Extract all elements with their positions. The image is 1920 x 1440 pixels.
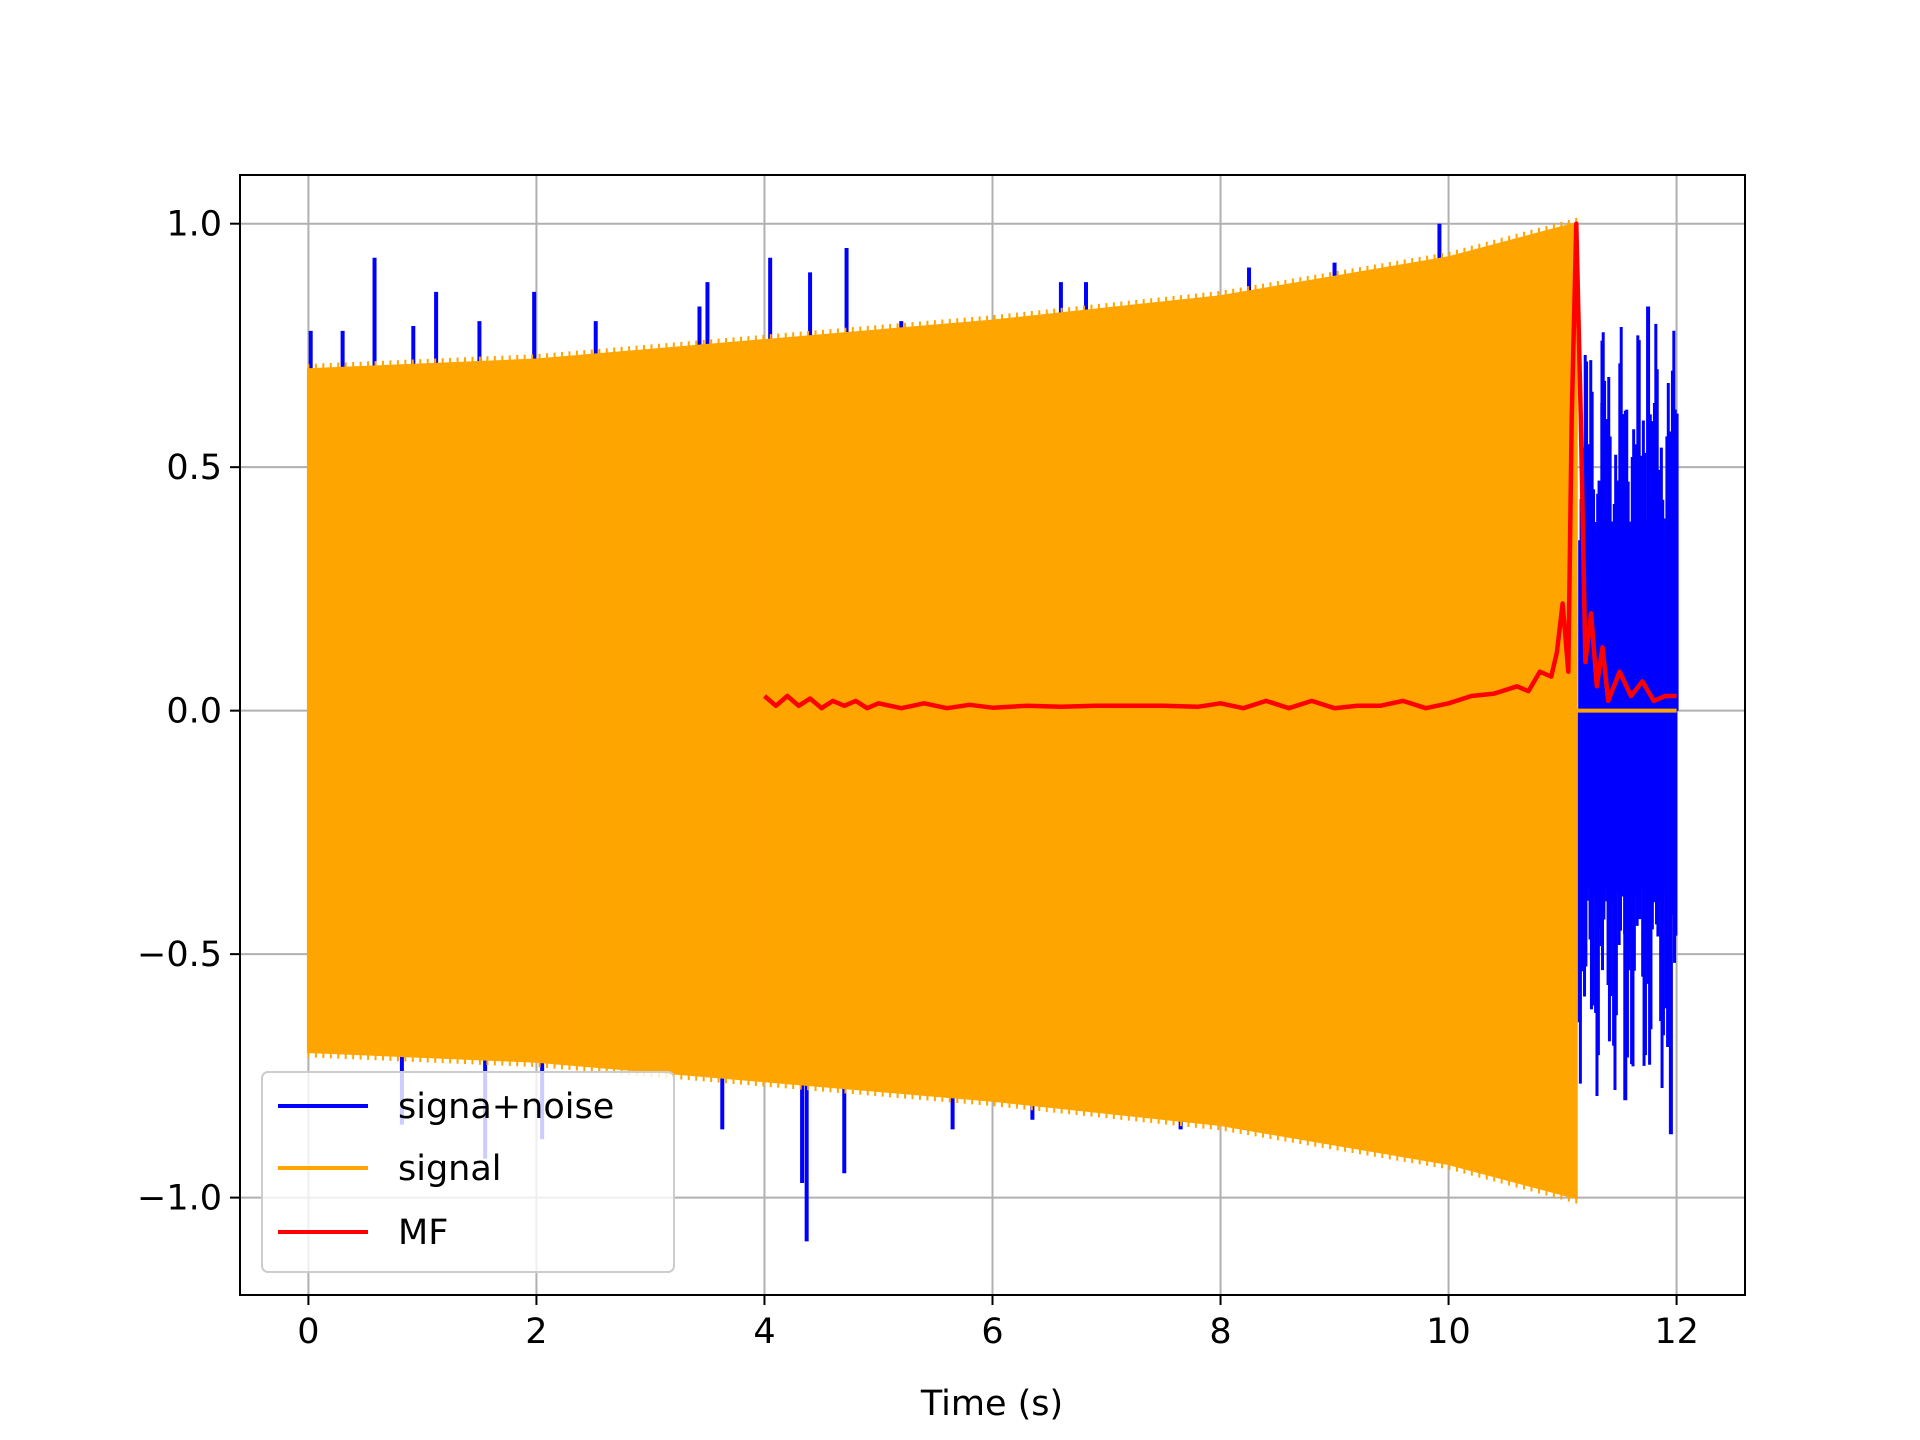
- legend-box: [261, 1071, 675, 1273]
- series-signal-oscillation: [307, 217, 1578, 1204]
- legend: signa+noise signal MF: [261, 1071, 675, 1273]
- plot-data: [306, 217, 1679, 1242]
- y-tick-label: −0.5: [137, 935, 222, 975]
- y-tick-label: 0.0: [166, 692, 222, 732]
- y-tick-label: 0.5: [166, 448, 222, 488]
- x-tick-label: 8: [1209, 1312, 1231, 1352]
- x-tick-label: 12: [1654, 1312, 1699, 1352]
- series-mf-line: [763, 221, 1677, 711]
- y-tick-label: −1.0: [137, 1179, 222, 1219]
- legend-label-mf: MF: [398, 1213, 448, 1253]
- legend-label-signal-noise: signa+noise: [398, 1087, 614, 1127]
- x-tick-label: 2: [525, 1312, 547, 1352]
- x-axis-label: Time (s): [920, 1384, 1063, 1424]
- x-tick-label: 10: [1426, 1312, 1471, 1352]
- legend-label-signal: signal: [398, 1149, 502, 1189]
- axis-ticks: 0 2 4 6 8 10 12 −1.0 −0.5 0.0 0.5 1.0: [137, 205, 1699, 1352]
- x-tick-label: 0: [297, 1312, 319, 1352]
- x-tick-label: 4: [753, 1312, 775, 1352]
- x-tick-label: 6: [981, 1312, 1003, 1352]
- y-tick-label: 1.0: [166, 205, 222, 245]
